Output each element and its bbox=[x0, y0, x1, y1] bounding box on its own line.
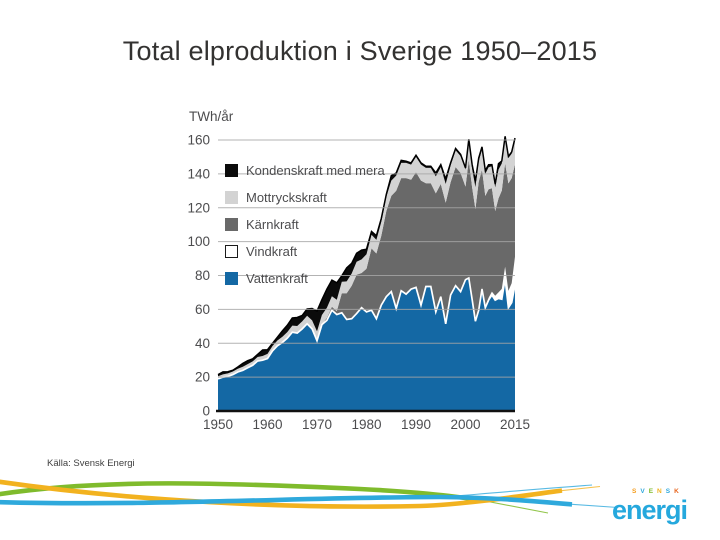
swoosh-blue-line bbox=[0, 494, 573, 507]
legend-label: Vattenkraft bbox=[246, 270, 308, 286]
logo-top-text: SVENSK bbox=[632, 488, 712, 496]
legend-swatch bbox=[225, 163, 238, 177]
y-tick-label: 60 bbox=[195, 302, 210, 317]
y-tick-label: 140 bbox=[187, 166, 210, 181]
x-tick-label: 1960 bbox=[252, 417, 282, 432]
legend-label: Mottryckskraft bbox=[246, 189, 327, 205]
legend-label: Vindkraft bbox=[246, 243, 298, 259]
area-vattenkraft bbox=[218, 278, 515, 411]
y-tick-label: 120 bbox=[187, 200, 210, 215]
logo-top-letter: N bbox=[657, 488, 666, 495]
x-tick-label: 1970 bbox=[302, 417, 332, 432]
swoosh-yellow-tail bbox=[559, 485, 601, 492]
x-tick-label: 1980 bbox=[351, 417, 381, 432]
legend-label: Kondenskraft med mera bbox=[246, 162, 385, 178]
y-tick-label: 100 bbox=[187, 234, 210, 249]
x-tick-label: 1990 bbox=[401, 417, 431, 432]
brand-swoosh bbox=[0, 479, 619, 514]
legend-item-vattenkraft: Vattenkraft bbox=[225, 270, 308, 286]
x-tick-label: 2015 bbox=[500, 417, 530, 432]
logo-top-letter: V bbox=[640, 488, 649, 495]
area-mottryckskraft bbox=[218, 138, 515, 379]
logo-top-letter: S bbox=[665, 488, 675, 495]
legend-label: Kärnkraft bbox=[246, 216, 299, 232]
legend-swatch bbox=[225, 244, 238, 258]
legend-item-mottryckskraft: Mottryckskraft bbox=[225, 189, 327, 205]
y-tick-label: 40 bbox=[195, 336, 210, 351]
x-tick-label: 2000 bbox=[450, 417, 480, 432]
logo-top-letter: K bbox=[674, 488, 683, 495]
swoosh-blue-tail-upper bbox=[449, 484, 593, 498]
chart-canvas: 0 20 40 60 80 100 120 140 160 1950 1960 1970 1980 199… bbox=[187, 109, 530, 432]
y-axis-title: TWh/år bbox=[189, 109, 234, 124]
svensk-energi-logo: SVENSK energi bbox=[612, 488, 712, 525]
legend-swatch bbox=[225, 217, 238, 231]
legend-swatch bbox=[225, 271, 238, 285]
legend-item-k-rnkraft: Kärnkraft bbox=[225, 216, 299, 232]
swoosh-blue-tail-lower bbox=[569, 503, 619, 509]
legend-swatch bbox=[225, 190, 238, 204]
y-tick-label: 160 bbox=[187, 133, 210, 148]
logo-top-letter: E bbox=[648, 488, 658, 495]
source-note: Källa: Svensk Energi bbox=[47, 458, 135, 469]
slide-title: Total elproduktion i Sverige 1950–2015 bbox=[122, 36, 598, 66]
legend-item-kondenskraft-med-mera: Kondenskraft med mera bbox=[225, 162, 385, 178]
production-chart: 0 20 40 60 80 100 120 140 160 1950 1960 1970 1980 199… bbox=[183, 103, 533, 453]
y-tick-label: 80 bbox=[195, 268, 210, 283]
logo-main-text: energi bbox=[612, 494, 688, 525]
boundary-line bbox=[217, 276, 516, 380]
boundary-line bbox=[217, 136, 516, 376]
logo-top-letter: S bbox=[632, 488, 641, 495]
legend-item-vindkraft: Vindkraft bbox=[225, 243, 298, 259]
y-tick-label: 0 bbox=[202, 404, 210, 419]
y-tick-label: 20 bbox=[195, 370, 210, 385]
area-k-rnkraft bbox=[218, 160, 515, 379]
x-tick-label: 1950 bbox=[203, 417, 233, 432]
